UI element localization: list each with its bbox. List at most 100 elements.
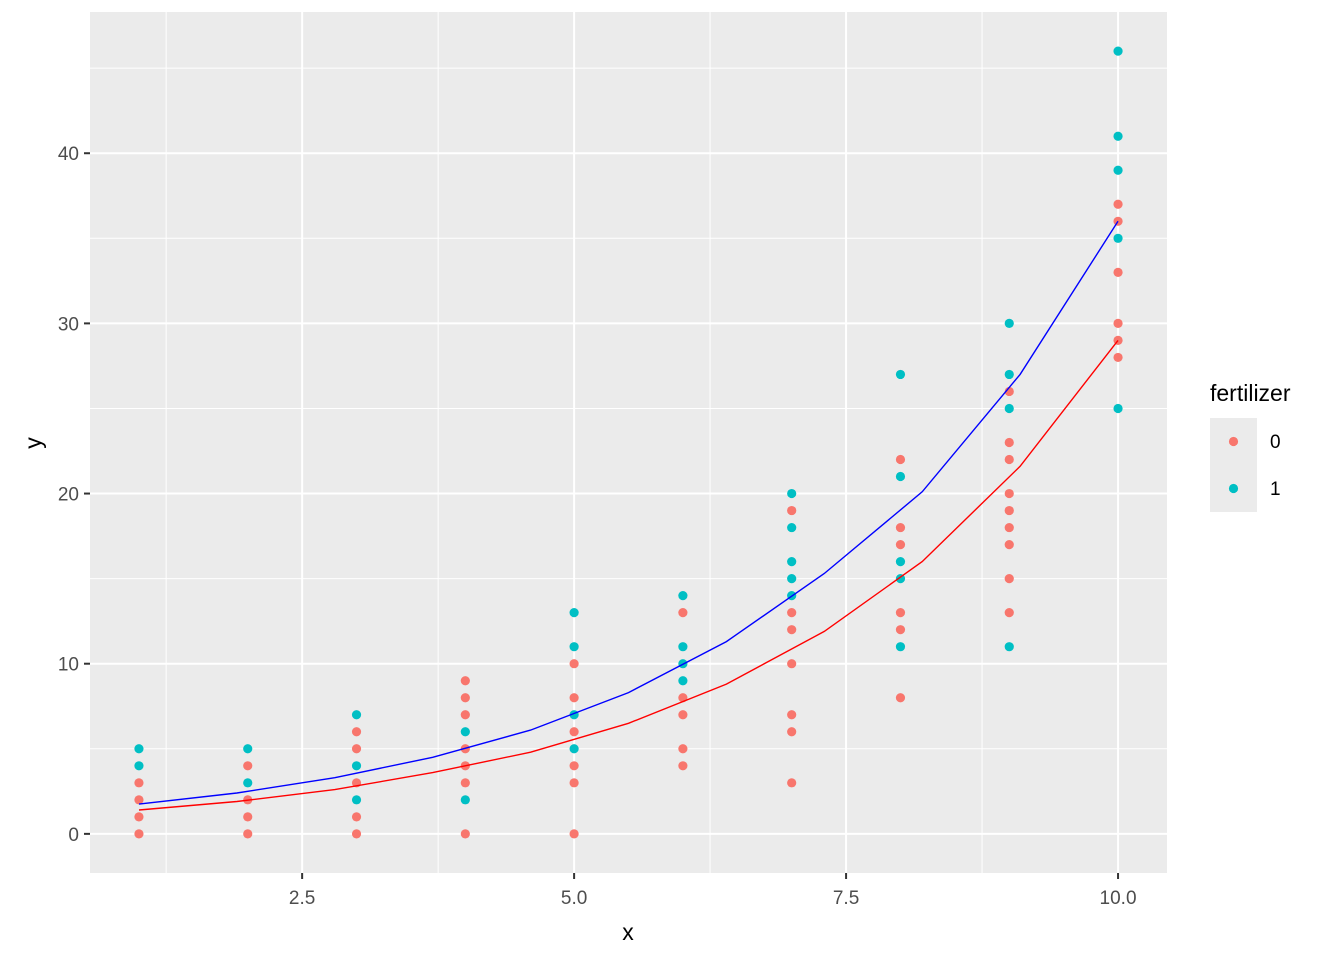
series-1-point [678, 676, 688, 686]
series-1-point [1004, 403, 1014, 414]
series-1-point [787, 574, 797, 584]
series-0-point [787, 659, 797, 669]
series-0-point [134, 812, 144, 822]
series-0-point [243, 829, 253, 839]
series-1-point [678, 591, 688, 601]
legend-label-1: 1 [1270, 479, 1281, 500]
series-1-point [895, 557, 906, 567]
series-0-point [460, 710, 470, 720]
series-1-point [351, 761, 362, 771]
series-0-point [895, 608, 906, 618]
series-0-point [1113, 216, 1123, 226]
series-0-point [569, 693, 579, 703]
series-0-point [895, 454, 906, 465]
series-0-point [243, 761, 253, 771]
series-0-point [1004, 505, 1014, 516]
series-1-point [895, 471, 906, 482]
series-1-point [1113, 46, 1123, 56]
series-1-point [1004, 642, 1014, 652]
series-0-point [895, 522, 906, 533]
fit-curves [138, 220, 1119, 811]
series-1-point [787, 488, 797, 499]
x-tick-label: 5.0 [561, 888, 587, 909]
fit-curve-1 [138, 220, 1119, 805]
x-tick-label: 2.5 [289, 888, 315, 909]
series-1-point [569, 642, 579, 652]
series-0-point [895, 625, 906, 635]
series-0-point [787, 505, 797, 516]
series-0-point [678, 761, 688, 771]
data-points [134, 46, 1123, 839]
y-tick-label: 40 [58, 144, 79, 165]
series-0-point [1113, 199, 1123, 209]
series-0-point [460, 693, 470, 703]
minor-gridlines [90, 12, 1167, 873]
y-tick-label: 10 [58, 655, 79, 676]
legend: fertilizer 0 1 [1210, 380, 1291, 512]
x-tick-label: 10.0 [1100, 888, 1137, 909]
y-axis-ticks: 0 10 20 30 40 [58, 144, 90, 846]
series-1-point [134, 761, 144, 771]
series-0-point [1004, 454, 1014, 465]
series-1-point [1113, 165, 1123, 175]
series-1-point [1004, 369, 1014, 380]
plot-panel [90, 12, 1167, 873]
series-0-point [243, 812, 253, 822]
series-0-point [1113, 267, 1123, 277]
y-tick-label: 20 [58, 485, 79, 506]
y-axis-title: y [20, 437, 46, 449]
series-0-point [351, 812, 362, 822]
series-0-point [351, 829, 362, 839]
series-0-point [134, 795, 144, 805]
series-0-point [787, 710, 797, 720]
series-0-point [678, 608, 688, 618]
series-0-point [787, 778, 797, 788]
series-1-point [460, 727, 470, 737]
series-0-point [1113, 318, 1123, 328]
series-1-point [243, 744, 253, 754]
legend-title: fertilizer [1210, 380, 1291, 406]
x-axis-ticks: 2.5 5.0 7.5 10.0 [289, 873, 1137, 909]
x-axis-title: x [622, 919, 634, 945]
series-1-point [1113, 233, 1123, 243]
series-0-point [569, 727, 579, 737]
series-0-point [569, 829, 579, 839]
y-tick-label: 0 [68, 825, 79, 846]
series-0-point [1113, 352, 1123, 363]
series-0-point [787, 727, 797, 737]
series-1-point [1004, 318, 1014, 328]
series-0-point [460, 829, 470, 839]
series-0-point [1004, 539, 1014, 550]
series-0-point [1004, 488, 1014, 499]
series-1-point [895, 574, 906, 584]
fit-curve-0 [138, 339, 1119, 811]
legend-label-0: 0 [1270, 432, 1281, 453]
series-0-point [1004, 574, 1014, 584]
series-1-point [895, 369, 906, 380]
series-0-point [569, 659, 579, 669]
series-0-point [460, 676, 470, 686]
series-1-point [243, 778, 253, 788]
series-0-point [351, 727, 362, 737]
series-1-point [460, 795, 470, 805]
series-0-point [569, 761, 579, 771]
legend-key-1 [1228, 483, 1239, 494]
series-0-point [460, 778, 470, 788]
series-1-point [895, 642, 906, 652]
series-0-point [1004, 437, 1014, 448]
series-0-point [351, 744, 362, 754]
series-1-point [1113, 403, 1123, 414]
series-1-point [351, 710, 362, 720]
series-0-point [895, 539, 906, 550]
series-1-point [678, 642, 688, 652]
x-tick-label: 7.5 [833, 888, 859, 909]
series-0-point [134, 829, 144, 839]
series-1-point [351, 795, 362, 805]
series-1-point [1113, 131, 1123, 141]
series-0-point [895, 693, 906, 703]
series-1-point [787, 557, 797, 567]
series-1-point [787, 522, 797, 533]
y-tick-label: 30 [58, 314, 79, 335]
series-0-point [678, 744, 688, 754]
